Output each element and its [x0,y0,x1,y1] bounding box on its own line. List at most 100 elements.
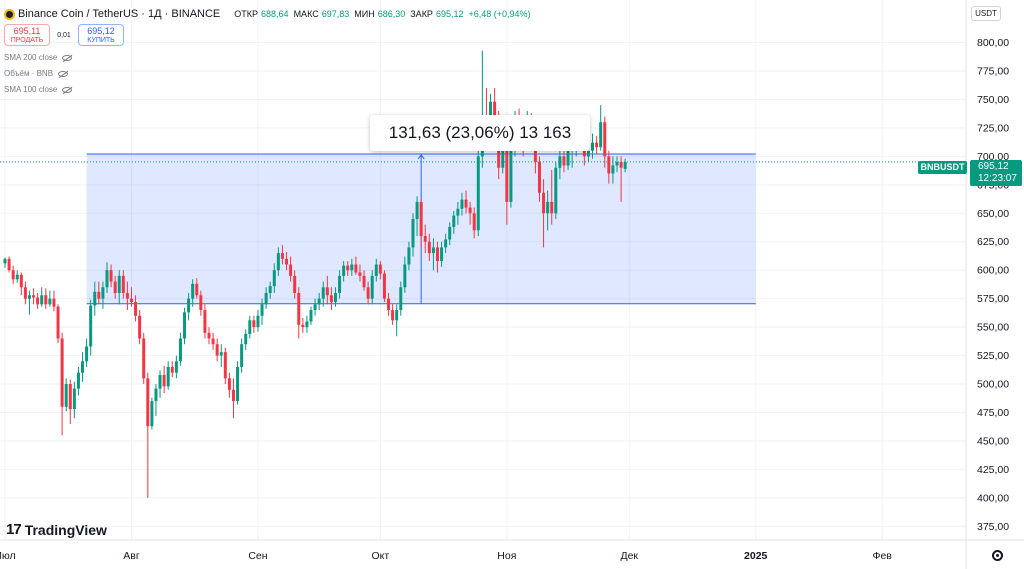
candle-body [56,306,60,339]
candle [289,256,293,282]
candle [619,156,623,202]
candle [440,241,444,267]
candle-body [32,295,36,298]
candle-body [215,344,219,356]
symbol-tag: BNBUSDT [918,161,967,174]
candle-body [231,389,235,402]
candle [272,263,276,293]
candle-body [546,201,550,214]
candle [607,150,611,184]
candle-body [129,298,133,303]
candle [56,304,60,344]
candle-body [415,201,419,219]
candle [236,361,240,405]
candle [93,281,97,316]
close-label: ЗАКР [410,9,433,19]
candle [342,261,346,282]
candle-body [276,253,280,271]
candle-body [317,298,321,305]
candle-body [448,226,452,240]
candle [97,281,101,305]
candle-body [342,265,346,276]
candle-body [472,213,476,231]
time-tick-label: Дек [620,550,638,562]
candle [546,190,550,231]
candle-body [162,374,166,387]
candle-body [354,264,358,273]
candle-body [509,147,513,202]
candle [382,270,386,303]
eye-hidden-icon[interactable] [62,54,73,61]
candle-body [76,372,80,389]
candle-body [423,236,427,242]
candle [603,116,607,168]
candle [76,366,80,396]
candle [138,310,142,345]
spread-value: 0,01 [57,31,71,39]
candle-body [419,201,423,237]
candle-body [476,156,480,231]
settings-icon[interactable] [992,550,1003,561]
tradingview-logo[interactable]: 17 TradingView [6,521,107,538]
candle-body [154,388,158,402]
candle-body [11,270,15,280]
candle [293,270,297,299]
candle-body [333,292,337,303]
symbol-title[interactable]: Binance Coin / TetherUS · 1Д · BINANCE [18,8,221,20]
candle [321,281,325,307]
tradingview-logo-icon: 17 [6,521,22,538]
time-tick-label: Июл [0,550,16,562]
price-tick-label: 625,00 [977,236,1009,248]
candle [231,378,235,419]
open-value: 688,64 [261,9,289,19]
candle-body [431,247,435,254]
candle-body [321,287,325,299]
candle-body [178,338,182,362]
candle [301,318,305,333]
candle-body [435,247,439,262]
eye-hidden-icon[interactable] [62,86,73,93]
candle [146,372,150,498]
candle [158,370,162,398]
candle-body [289,264,293,276]
indicator-sma200[interactable]: SMA 200 close [4,53,73,62]
candle [170,361,174,378]
currency-button[interactable]: USDT [971,6,1001,21]
price-tick-label: 725,00 [977,122,1009,134]
candle [591,133,595,159]
candle-body [566,150,570,166]
price-tick-label: 700,00 [977,151,1009,163]
candle-body [542,192,546,214]
candle [276,247,280,276]
candle-body [244,333,248,345]
sell-button[interactable]: 695,11 ПРОДАТЬ [4,24,50,46]
candle [460,192,464,216]
candle-body [48,298,52,305]
indicator-volume[interactable]: Объём · BNB [4,69,69,78]
candle-body [293,275,297,293]
indicator-sma100[interactable]: SMA 100 close [4,85,73,94]
eye-hidden-icon[interactable] [58,70,69,77]
candle-body [603,122,607,157]
buy-button[interactable]: 695,12 КУПИТЬ [78,24,124,46]
candle-body [121,275,125,293]
candle-body [387,298,391,311]
candle [3,257,7,268]
candle [215,338,219,362]
candle-body [586,150,590,157]
candle [195,278,199,299]
candle-body [358,272,362,276]
candle [329,287,333,311]
candle [183,307,187,345]
candle-body [223,352,227,379]
measure-arrow-head [417,154,425,160]
candle [444,233,448,254]
candle-body [138,315,142,339]
time-axis[interactable]: Июл Авг Сен Окт Ноя Дек 2025 Фев [0,550,892,562]
candle [150,397,154,430]
candle-body [329,295,333,303]
sell-label: ПРОДАТЬ [10,37,44,44]
price-axis[interactable]: 375,00 400,00 425,00 450,00 475,00 500,00 525,… [977,37,1009,533]
candle-body [85,346,89,362]
